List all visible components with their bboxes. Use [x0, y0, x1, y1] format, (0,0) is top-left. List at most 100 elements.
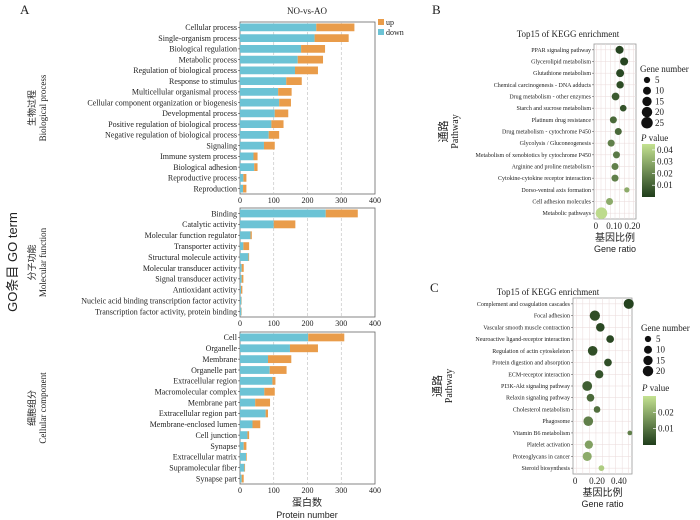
size-legend-label: 20: [656, 366, 666, 376]
bar-down: [240, 307, 242, 316]
data-point: [611, 162, 619, 171]
data-point: [620, 57, 629, 66]
color-bar-label: 0.01: [658, 424, 674, 434]
bar-up: [297, 55, 324, 64]
size-legend-label: 5: [655, 75, 660, 85]
bar-up: [253, 152, 258, 161]
bar-up: [286, 77, 302, 85]
size-legend-dot: [642, 96, 652, 107]
bar-up: [278, 88, 292, 96]
bar-up: [269, 366, 287, 374]
category-label: Synapse part: [196, 474, 238, 483]
size-legend-dot: [642, 86, 652, 95]
color-bar-label: 0.02: [657, 168, 673, 178]
color-bar: [643, 396, 656, 445]
bar-down: [240, 285, 242, 294]
data-point: [627, 430, 633, 436]
x-tick-label: 0.20: [589, 476, 605, 486]
data-point: [593, 406, 601, 413]
category-label: Extracellular region part: [159, 409, 238, 418]
bar-up: [263, 141, 275, 150]
bar-down: [240, 98, 280, 107]
category-label: Negative regulation of biological proces…: [105, 131, 237, 140]
pathway-label: Regulation of actin cytoskeleton: [492, 348, 570, 355]
y-axis-label: Pathway: [444, 369, 455, 403]
bar-down: [240, 231, 251, 240]
category-label: Immune system process: [160, 152, 237, 161]
size-legend-label: 15: [655, 96, 665, 106]
bar-down: [240, 34, 315, 42]
category-label: Response to stimulus: [169, 77, 237, 86]
bar-up: [274, 109, 289, 118]
bar-up: [271, 120, 284, 128]
pathway-label: Arginine and proline metabolism: [512, 165, 592, 171]
x-tick-label: 300: [335, 196, 347, 205]
data-point: [611, 174, 619, 182]
category-label: Macromolecular complex: [155, 388, 237, 397]
bar-down: [240, 474, 242, 483]
bar-down: [240, 355, 269, 364]
category-label: Membrane: [202, 355, 237, 364]
x-axis-label: Gene ratio: [594, 244, 636, 254]
legend-label-up: up: [386, 18, 394, 27]
bar-down: [240, 141, 264, 150]
x-tick-label: 0: [238, 196, 242, 205]
panel-label-b: B: [432, 2, 441, 17]
color-legend-title-p: P: [641, 383, 648, 393]
data-point: [596, 323, 605, 332]
data-point: [589, 310, 600, 321]
x-tick-label: 400: [369, 196, 381, 205]
category-label: Developmental process: [162, 109, 237, 118]
bar-up: [247, 431, 250, 440]
bar-up: [241, 285, 243, 294]
pathway-label: Chemical carcinogenesis - DNA adducts: [494, 83, 592, 89]
bar-up: [273, 220, 296, 229]
pathway-label: PI3K-Akt signaling pathway: [501, 384, 570, 390]
data-point: [584, 440, 593, 449]
color-legend-title-p: P: [640, 133, 647, 143]
pathway-label: Vascular smooth muscle contraction: [483, 325, 570, 331]
category-label: Signaling: [206, 141, 237, 150]
pathway-label: Metabolism of xenobiotics by cytochrome …: [476, 152, 591, 159]
size-legend-dot: [643, 345, 653, 354]
bar-up: [243, 442, 247, 450]
y-axis-label-cn: 通路: [431, 375, 444, 397]
data-point: [604, 358, 612, 367]
bar-down: [240, 184, 244, 193]
data-point: [619, 104, 627, 112]
group-label-cn: 细胞组分: [26, 390, 37, 426]
category-label: Cellular process: [185, 23, 237, 32]
pathway-label: Focal adhesion: [534, 314, 570, 320]
data-point: [614, 127, 622, 136]
size-legend-dot: [644, 335, 652, 343]
bar-down: [240, 120, 272, 128]
x-axis-label-cn: 蛋白数: [292, 496, 322, 509]
bar-up: [243, 242, 250, 251]
pathway-label: Platinum drug resistance: [532, 118, 592, 124]
bar-up: [241, 474, 244, 483]
x-tick-label: 100: [268, 486, 280, 495]
category-label: Biological regulation: [169, 45, 237, 54]
category-label: Catalytic activity: [182, 220, 237, 229]
bar-down: [240, 220, 274, 229]
category-label: Reproductive process: [168, 174, 237, 183]
group-label: Cellular component: [38, 372, 48, 444]
bar-up: [295, 66, 318, 75]
pathway-label: PPAR signaling pathway: [531, 48, 591, 54]
pathway-label: Neuroactive ligand-receptor interaction: [475, 337, 570, 343]
bar-up: [265, 409, 269, 418]
category-label: Biological adhesion: [173, 163, 237, 172]
legend-swatch-up: [378, 19, 384, 25]
bar-down: [240, 88, 279, 96]
x-tick-label: 100: [268, 196, 280, 205]
pathway-label: Glutathione metabolism: [533, 71, 591, 77]
pathway-label: Relaxin signaling pathway: [506, 396, 570, 402]
category-label: Molecular function regulator: [145, 231, 238, 240]
color-legend-title: P value: [640, 133, 668, 143]
bar-down: [240, 344, 290, 353]
pathway-label: Complement and coagulation cascades: [477, 302, 571, 308]
category-label: Cell junction: [195, 431, 237, 440]
data-point: [595, 207, 608, 219]
pathway-label: Drug metabolism - cytochrome P450: [502, 130, 591, 136]
